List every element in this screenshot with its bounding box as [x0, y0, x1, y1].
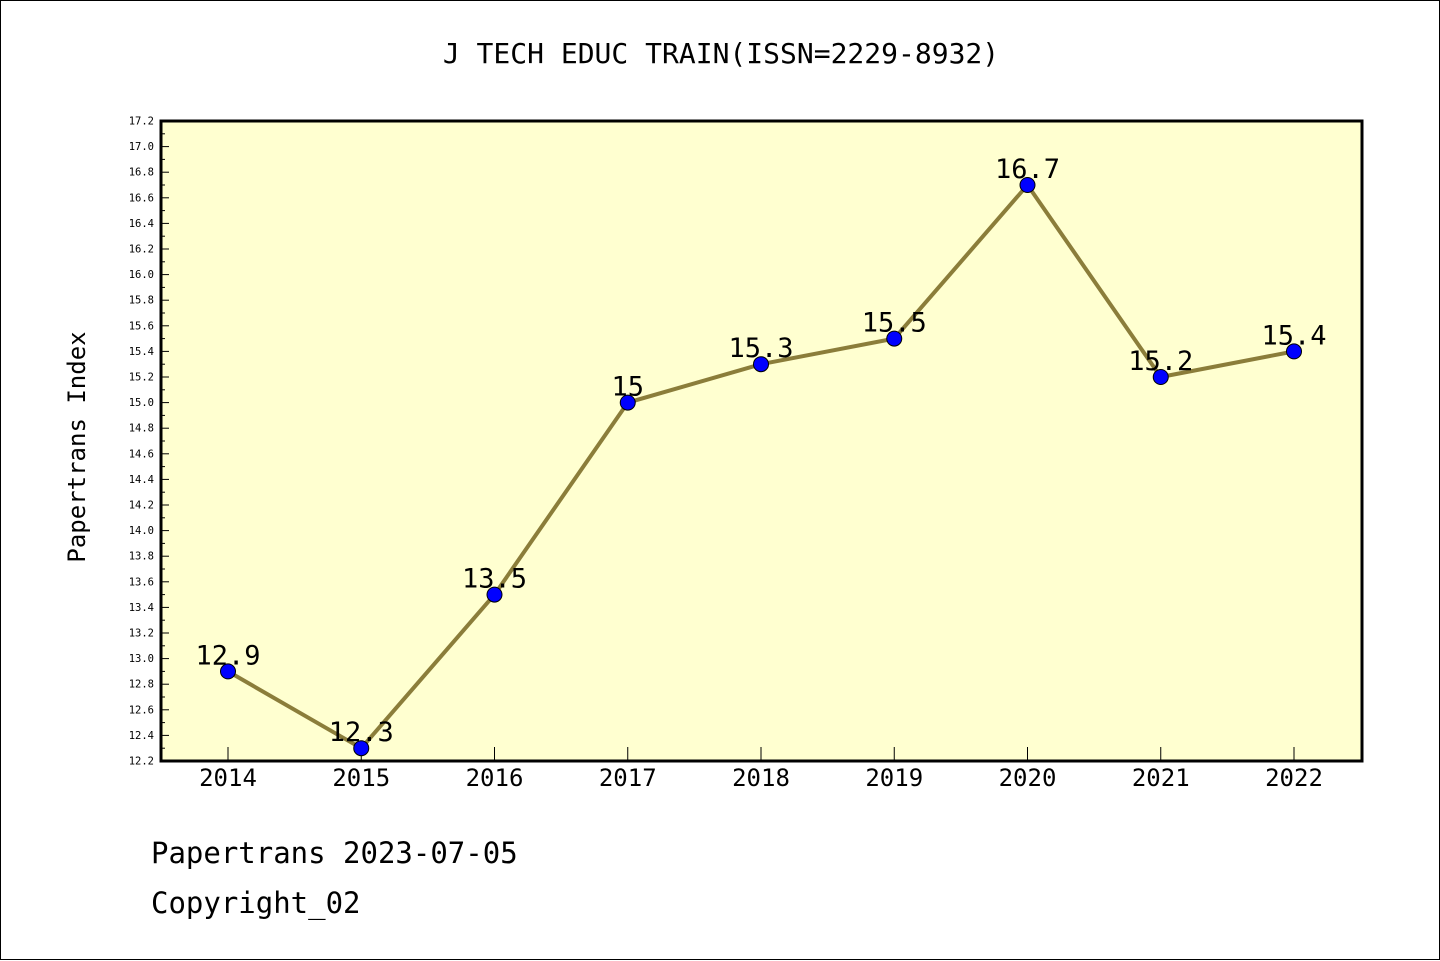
data-point: [619, 394, 636, 411]
y-tick-label: 13.0: [129, 653, 154, 665]
y-tick-label: 12.8: [129, 679, 154, 691]
y-tick-label: 12.6: [129, 704, 154, 716]
y-tick-label: 15.2: [129, 372, 154, 384]
y-tick-label: 17.2: [129, 116, 154, 128]
y-tick-label: 16.6: [129, 192, 154, 204]
plot-area: [161, 121, 1362, 761]
data-label: 15.2: [1128, 346, 1193, 377]
data-label: 15: [611, 372, 644, 403]
y-tick-label: 16.2: [129, 244, 154, 256]
data-point: [486, 586, 503, 603]
y-tick-label: 16.8: [129, 167, 154, 179]
data-point: [1286, 343, 1302, 360]
y-tick-label: 13.6: [129, 576, 154, 588]
data-label: 16.7: [995, 154, 1060, 185]
y-tick-label: 14.2: [129, 500, 154, 512]
x-tick-label: 2019: [865, 764, 923, 792]
footer-copyright-line: Copyright_02: [151, 886, 361, 920]
data-label: 15.5: [862, 308, 927, 339]
data-label: 15.4: [1261, 320, 1326, 351]
y-tick-label: 15.8: [129, 295, 154, 307]
chart-title: J TECH EDUC TRAIN(ISSN=2229-8932): [442, 37, 1000, 70]
plot-frame: [159, 119, 1364, 763]
y-tick-label: 14.8: [129, 423, 154, 435]
y-tick-label: 15.4: [129, 346, 154, 358]
data-point: [753, 356, 769, 373]
y-tick-label: 12.2: [129, 756, 154, 768]
data-label: 12.9: [195, 640, 260, 671]
y-tick-label: 14.6: [129, 448, 154, 460]
y-axis-label: Papertrans Index: [63, 331, 91, 562]
y-tick-label: 16.4: [129, 218, 154, 230]
x-tick-label: 2021: [1132, 764, 1190, 792]
data-point: [1019, 177, 1036, 193]
data-point: [353, 740, 370, 757]
x-tick-label: 2018: [732, 764, 790, 792]
y-tick-label: 12.4: [129, 730, 154, 742]
x-tick-label: 2017: [599, 764, 657, 792]
x-tick-label: 2022: [1265, 764, 1323, 792]
y-tick-label: 15.6: [129, 320, 154, 332]
y-tick-label: 13.2: [129, 628, 154, 640]
data-point: [220, 663, 236, 680]
y-tick-label: 14.0: [129, 525, 154, 537]
x-tick-label: 2014: [199, 764, 257, 792]
data-label: 15.3: [728, 333, 793, 364]
data-point: [1152, 369, 1169, 385]
data-point: [886, 330, 903, 347]
x-tick-label: 2015: [332, 764, 390, 792]
y-tick-label: 14.4: [129, 474, 154, 486]
y-tick-label: 16.0: [129, 269, 154, 281]
footer-date-line: Papertrans 2023-07-05: [151, 836, 518, 870]
y-tick-label: 15.0: [129, 397, 154, 409]
y-tick-label: 13.8: [129, 551, 154, 563]
x-tick-label: 2016: [466, 764, 524, 792]
data-label: 13.5: [462, 564, 527, 595]
y-tick-label: 13.4: [129, 602, 154, 614]
x-tick-label: 2020: [999, 764, 1057, 792]
y-tick-label: 17.0: [129, 141, 154, 153]
data-label: 12.3: [329, 717, 394, 748]
